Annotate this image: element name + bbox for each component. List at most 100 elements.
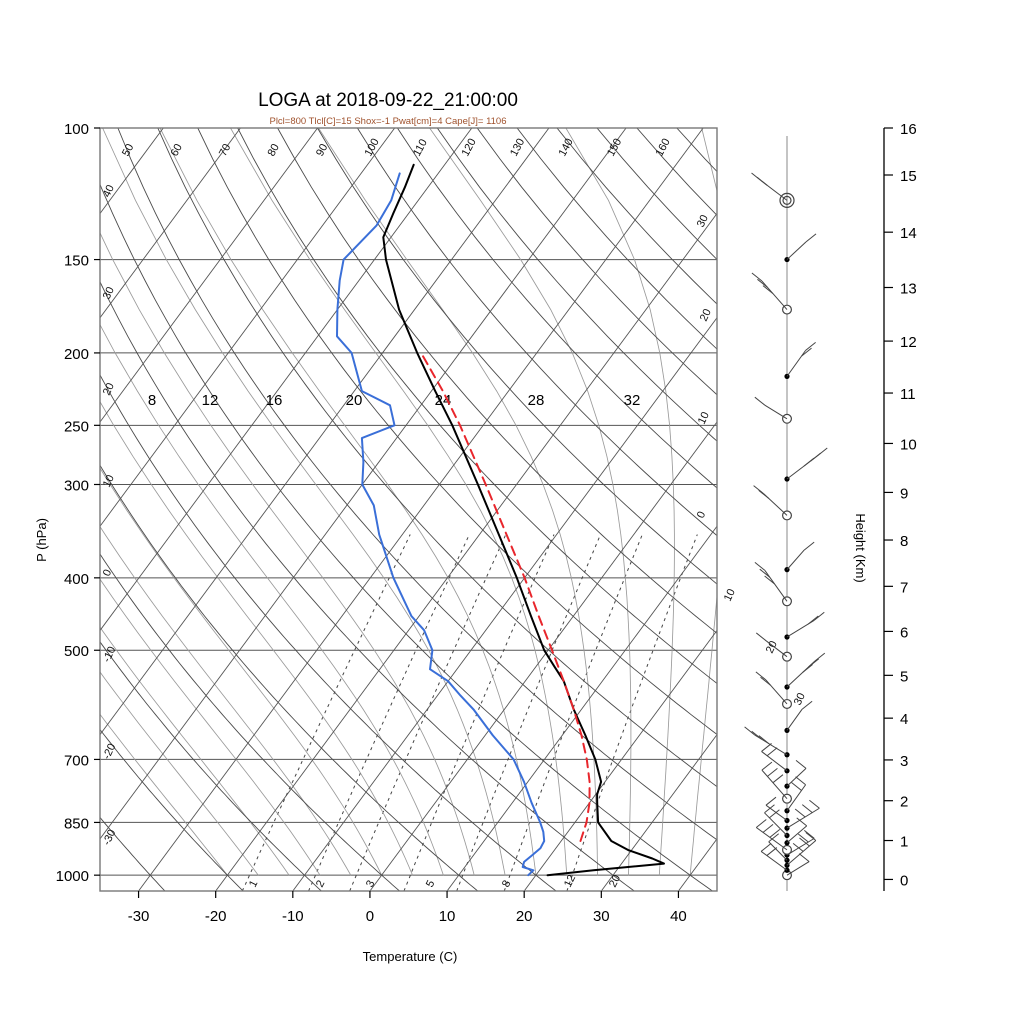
mixing-ratio-label: 1 [247,878,260,889]
height-tick-label: 9 [900,485,908,502]
pressure-tick-label: 150 [64,253,89,270]
height-tick-label: 7 [900,579,908,596]
pressure-tick-label: 700 [64,752,89,769]
isotherm-label-right: 30 [695,213,711,229]
height-axis-title: Height (Km) [853,513,868,582]
wind-barb [754,562,792,607]
mixing-ratio-label: 20 [607,873,623,889]
pressure-axis-title: P (hPa) [34,518,49,562]
isotherm-label-left: -10 [101,645,119,664]
dry-adiabat-label-top: 160 [654,137,673,159]
pressure-tick-label: 100 [64,121,89,138]
wind-barb [784,832,817,868]
wind-barb [784,817,808,846]
dry-adiabat-lines [100,128,717,891]
height-tick-label: 4 [900,711,908,728]
wind-barb [765,796,790,824]
temperature-axis-title: Temperature (C) [363,949,458,964]
height-tick-label: 3 [900,753,908,770]
height-tick-label: 6 [900,624,908,641]
pressure-tick-label: 850 [64,815,89,832]
temperature-tick-label: -20 [205,908,227,925]
temperature-tick-label: -30 [128,908,150,925]
mixing-ratio-labels: 1 2 3 5 8 12 20 [247,873,623,889]
height-tick-label: 11 [900,386,916,403]
mixing-ratio-lines [241,534,698,891]
dry-adiabat-label-top: 110 [411,137,430,158]
height-tick-label: 12 [900,334,917,351]
wind-barb [744,726,790,758]
isotherm-lines [100,128,717,891]
wind-barb [755,819,792,855]
wind-barb [784,799,820,831]
wind-barb [754,396,792,424]
sounding-profiles [336,163,665,877]
mixing-ratio-label: 3 [364,878,377,889]
isotherm-label-left: 30 [101,285,117,301]
wind-barb [755,671,792,709]
wind-barb [755,632,792,662]
page-title: LOGA at 2018-09-22_21:00:00 [258,90,518,111]
isotherm-label-left: 20 [101,381,117,397]
background-grid [100,128,717,876]
mixing-ratio-label: 12 [562,873,578,889]
profile-temperature [382,163,665,877]
height-tick-label: 1 [900,834,908,851]
wind-barb [751,272,792,315]
temperature-tick-label: 10 [439,908,456,925]
mixing-ratio-label: 2 [314,878,327,889]
wind-barb [784,341,816,379]
temperature-tick-label: 0 [366,908,374,925]
dry-adiabat-label-top: 120 [460,137,479,159]
dry-adiabat-label-top: 70 [217,142,233,158]
height-tick-label: 14 [900,225,917,242]
isotherm-label-right-extra2: 20 [764,639,780,655]
wind-barb [784,611,825,640]
dry-adiabat-label-mid: 20 [346,392,363,409]
wind-barb-column [744,136,828,891]
isotherm-label-left: -30 [101,828,119,847]
dry-adiabat-label-top: 90 [314,142,330,158]
wind-barb [768,833,790,863]
isotherm-label-left: 10 [101,473,117,489]
mixing-ratio-label: 8 [500,878,513,889]
temperature-tick-label: 40 [670,908,687,925]
pressure-tick-label: 200 [64,346,89,363]
temperature-axis: -30 -20 -10 0 10 20 30 40 [128,891,687,925]
isotherm-label-left: -20 [101,742,119,761]
dry-adiabat-label-mid: 28 [528,392,545,409]
height-tick-label: 2 [900,794,908,811]
profile-dewpoint [336,172,546,877]
wind-barb [764,804,790,839]
dry-adiabat-label-top: 50 [120,142,136,158]
isotherm-label-right: 10 [696,410,712,426]
plot-frame [99,127,718,892]
pressure-tick-label: 250 [64,418,89,435]
height-tick-label: 15 [900,168,917,185]
wind-barb [784,760,807,789]
isotherm-label-right: 20 [698,307,714,323]
wind-barb [784,233,817,263]
height-tick-label: 0 [900,872,908,889]
isotherm-label-left: 40 [101,183,117,199]
wind-barb [784,700,813,733]
mixing-ratio-label: 5 [424,878,437,889]
dry-adiabat-label-top: 150 [605,137,624,159]
wind-barb [784,776,807,814]
temperature-tick-label: 20 [516,908,533,925]
wind-barb [761,761,792,804]
height-tick-label: 10 [900,436,917,453]
dry-adiabat-label-mid: 16 [266,392,283,409]
dry-adiabat-label-top: 100 [363,137,382,159]
isotherm-label-right-extra: 30 [792,691,808,707]
indices-subtitle: Plcl=800 Tlcl[C]=15 Shox=-1 Pwat[cm]=4 C… [269,116,506,127]
dry-adiabat-label-mid: 12 [202,392,219,409]
pressure-tick-label: 300 [64,477,89,494]
moist-adiabat-lines [100,128,717,876]
wind-barb [784,652,826,690]
temperature-tick-label: 30 [593,908,610,925]
dry-adiabat-label-mid: 8 [148,392,156,409]
